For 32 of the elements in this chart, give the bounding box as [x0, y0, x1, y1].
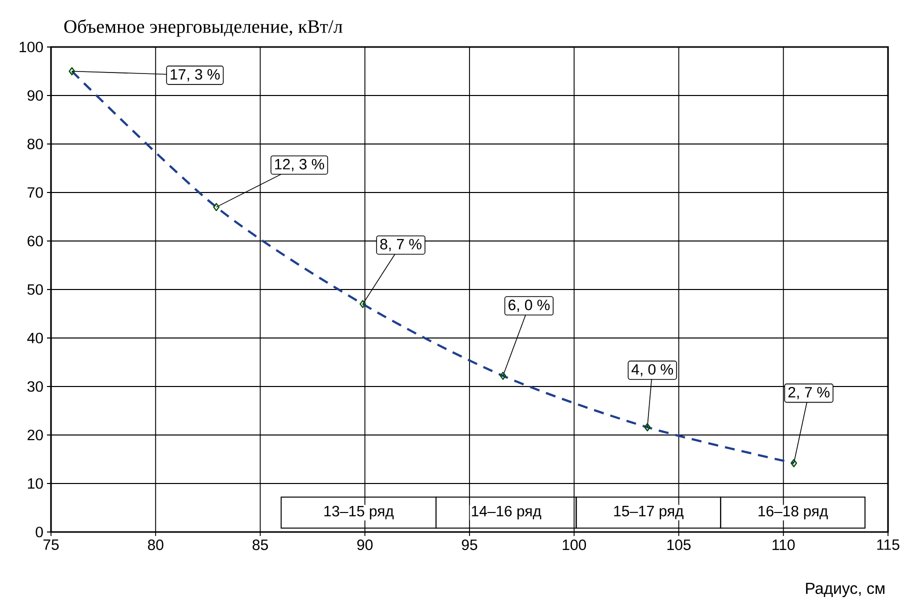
x-tick-label: 95 — [462, 540, 478, 550]
chart-title: Объемное энерговыделение, кВт/л — [64, 19, 342, 37]
y-tick-label: 90 — [28, 90, 43, 101]
y-tick-label: 80 — [28, 138, 43, 150]
y-tick-label: 100 — [20, 42, 43, 52]
x-tick-label: 90 — [357, 540, 373, 550]
annotation: 17, 3 % — [170, 69, 220, 82]
y-tick-label: 10 — [28, 478, 43, 489]
annotation: 14–16 ряд — [472, 506, 542, 520]
annotation: 8, 7 % — [380, 238, 422, 252]
x-tick-label: 85 — [252, 540, 268, 550]
annotation: 13–15 ряд — [324, 506, 394, 520]
y-tick-label: 0 — [36, 526, 43, 538]
y-tick-label: 60 — [28, 236, 43, 246]
y-tick-label: 30 — [27, 381, 43, 392]
annotation: 4, 0 % — [632, 364, 673, 376]
y-tick-label: 20 — [28, 430, 43, 440]
y-tick-label: 40 — [27, 332, 43, 344]
x-tick-label: 115 — [877, 540, 900, 550]
annotation: 15–17 ряд — [614, 506, 684, 520]
x-tick-label: 110 — [772, 540, 795, 550]
y-tick-label: 50 — [27, 284, 43, 295]
x-tick-label: 100 — [562, 540, 586, 550]
x-tick-label: 80 — [148, 540, 164, 550]
x-tick-label: 105 — [667, 540, 691, 550]
x-axis-title: Радиус, см — [806, 582, 884, 598]
annotation: 16–18 ряд — [758, 506, 828, 520]
annotation: 6, 0 % — [508, 300, 550, 312]
x-tick-label: 75 — [43, 540, 59, 550]
y-tick-label: 70 — [28, 187, 43, 198]
annotation: 2, 7 % — [788, 386, 830, 400]
annotation: 12, 3 % — [275, 158, 324, 172]
